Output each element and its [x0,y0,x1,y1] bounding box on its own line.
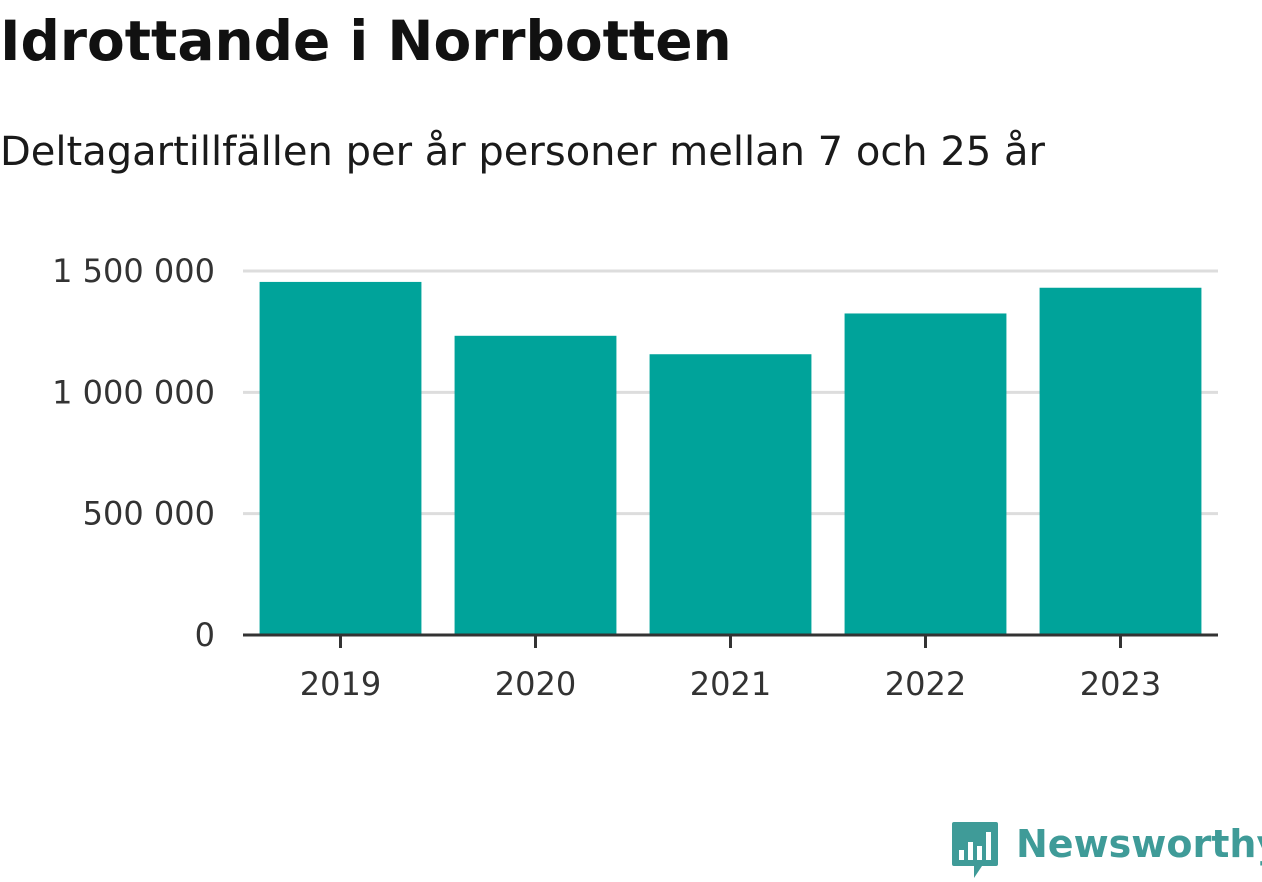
x-axis-labels: 2019 2020 2021 2022 2023 [300,665,1161,703]
bar-2020 [454,335,617,635]
newsworthy-logo: Newsworthy [950,818,1262,882]
bar-2019 [259,281,422,635]
y-tick-label: 1 500 000 [52,252,215,290]
x-tick-label: 2020 [495,665,576,703]
y-axis-labels: 0 500 000 1 000 000 1 500 000 [52,252,215,654]
bar-chart-speech-bubble-icon [952,822,998,878]
bars [259,281,1202,635]
x-tick-label: 2019 [300,665,381,703]
bar-2023 [1039,287,1202,635]
x-axis [243,633,1218,648]
brand-name: Newsworthy [1016,822,1262,866]
x-tick-label: 2022 [885,665,966,703]
y-tick-label: 0 [195,616,215,654]
chart-title: Idrottande i Norrbotten [0,9,732,73]
chart-subtitle: Deltagartillfällen per år personer mella… [0,129,1045,175]
x-tick-label: 2023 [1080,665,1161,703]
y-tick-label: 1 000 000 [52,373,215,411]
bar-2022 [844,313,1007,635]
x-tick-label: 2021 [690,665,771,703]
y-tick-label: 500 000 [83,495,215,533]
bar-2021 [649,354,812,635]
